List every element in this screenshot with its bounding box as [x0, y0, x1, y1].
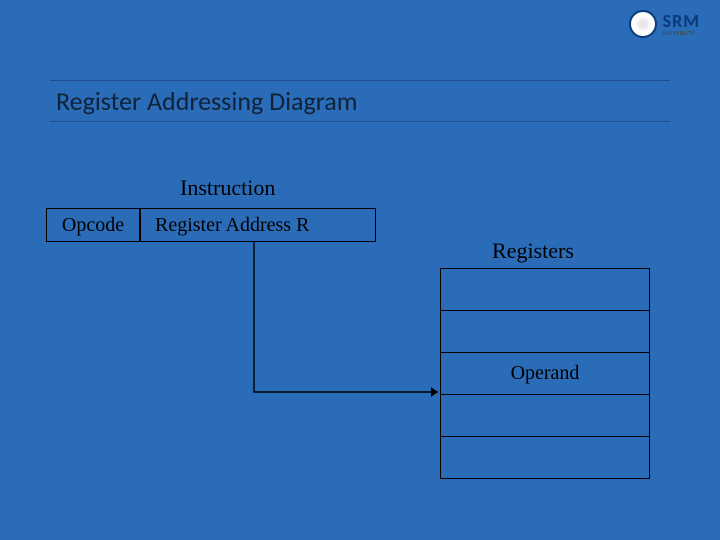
logo-brand: SRM [663, 12, 700, 30]
register-address-box: Register Address R [140, 208, 376, 242]
register-cell [440, 437, 650, 479]
register-cell-operand: Operand [440, 353, 650, 395]
register-cell [440, 395, 650, 437]
opcode-text: Opcode [62, 214, 124, 237]
page-title: Register Addressing Diagram [56, 85, 664, 117]
opcode-box: Opcode [46, 208, 140, 242]
registers-table: Operand [440, 268, 650, 479]
register-cell [440, 269, 650, 311]
register-cell [440, 311, 650, 353]
register-address-text: Register Address R [155, 214, 309, 237]
registers-label: Registers [492, 238, 574, 264]
logo: SRM UNIVERSITY [629, 10, 700, 38]
instruction-label: Instruction [180, 175, 275, 201]
title-row: Register Addressing Diagram [50, 80, 670, 122]
logo-emblem-icon [629, 10, 657, 38]
logo-subtitle: UNIVERSITY [663, 30, 700, 36]
logo-text-block: SRM UNIVERSITY [663, 12, 700, 36]
